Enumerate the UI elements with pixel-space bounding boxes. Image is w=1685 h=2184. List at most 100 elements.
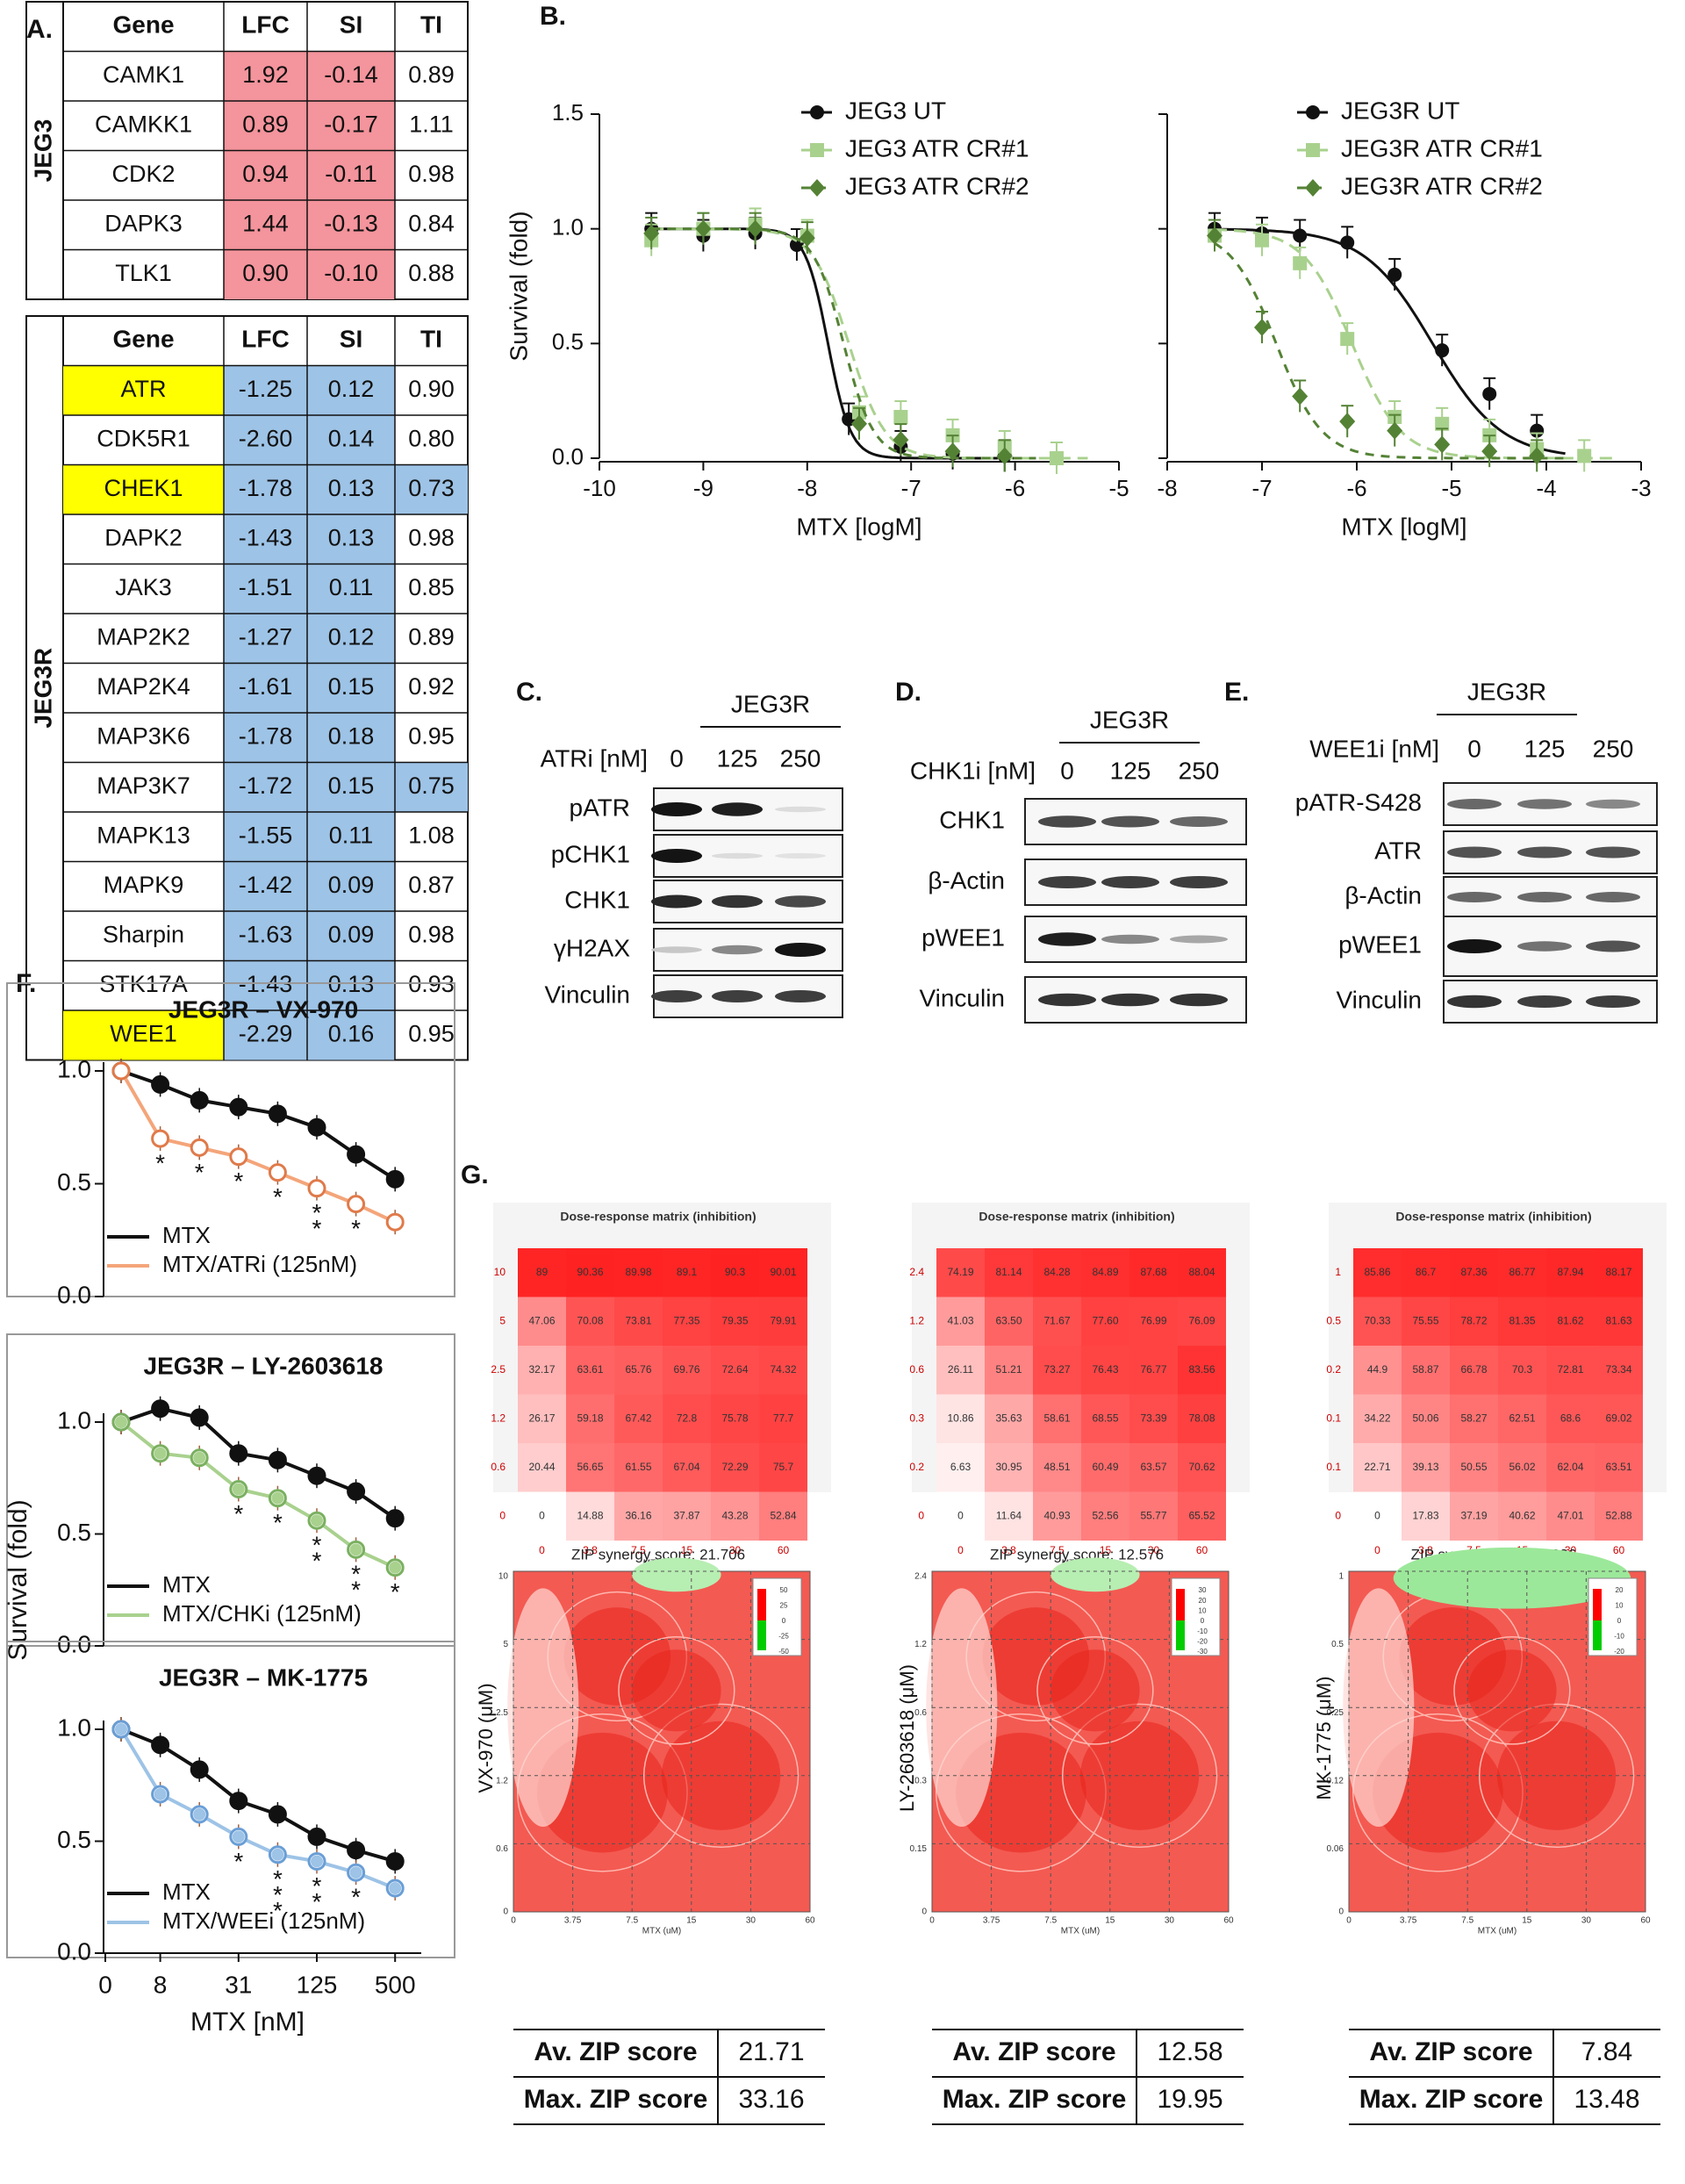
significance-star: * — [273, 1881, 283, 1908]
value-fill — [224, 861, 395, 911]
data-point-fill — [154, 1787, 167, 1800]
data-point — [307, 1179, 326, 1198]
matrix-cell — [566, 1443, 614, 1492]
table-value: 0.09 — [328, 921, 375, 947]
legend-label: MTX — [162, 1879, 211, 1905]
legend-red — [1593, 1589, 1602, 1620]
matrix-value: 65.76 — [625, 1363, 651, 1376]
matrix-cell — [1595, 1248, 1643, 1297]
matrix-cell — [759, 1394, 807, 1443]
data-point — [1049, 451, 1064, 465]
matrix-cell — [1498, 1297, 1546, 1346]
matrix-cell — [1498, 1394, 1546, 1443]
matrix-cell — [1402, 1443, 1450, 1492]
legend-tick: 10 — [1199, 1606, 1207, 1614]
data-point-fill — [232, 1830, 245, 1843]
matrix-cell — [936, 1443, 985, 1492]
y-tick-label: 1.0 — [57, 1713, 91, 1741]
matrix-value: 37.19 — [1460, 1509, 1487, 1521]
matrix-cell — [1546, 1248, 1595, 1297]
y-tick-label: 0.5 — [57, 1519, 91, 1546]
synergy-antagonism-region — [1393, 1547, 1631, 1609]
matrix-value: 79.35 — [721, 1314, 748, 1326]
y-tick-label: 1.0 — [57, 1055, 91, 1082]
matrix-cell — [1450, 1248, 1498, 1297]
blot-dose-label: 0 — [1060, 757, 1074, 784]
matrix-col-label: 0 — [1374, 1544, 1380, 1556]
blot-row-label: pATR-S428 — [1295, 788, 1422, 815]
data-point — [229, 1792, 248, 1811]
matrix-value: 55.77 — [1140, 1509, 1166, 1521]
synergy-y-tick: 1 — [1338, 1572, 1344, 1582]
matrix-value: 81.62 — [1557, 1314, 1583, 1326]
series-line — [120, 1406, 397, 1520]
matrix-cell — [1033, 1346, 1081, 1395]
value-fill — [224, 200, 395, 250]
panel-label-B: B. — [540, 2, 566, 31]
matrix-value: 88.17 — [1605, 1266, 1631, 1278]
legend-tick: 20 — [1199, 1597, 1207, 1605]
legend-red — [757, 1589, 766, 1620]
gene-name: MAP2K2 — [97, 623, 190, 650]
table-header-si: SI — [340, 11, 362, 39]
data-point — [229, 1444, 248, 1463]
data-point — [1387, 421, 1403, 440]
blot-band — [775, 852, 826, 859]
matrix-value: 35.63 — [995, 1412, 1022, 1424]
legend-tick: 50 — [780, 1586, 788, 1594]
matrix-col-label: 0 — [539, 1544, 545, 1556]
data-point — [229, 1147, 248, 1167]
table-header-gene: Gene — [112, 326, 174, 353]
matrix-col-label: 7.5 — [631, 1544, 646, 1556]
matrix-cell — [936, 1491, 985, 1541]
legend-tick: -30 — [1197, 1648, 1208, 1656]
synergy-x-tick: 15 — [686, 1916, 697, 1926]
data-point-fill — [389, 1882, 402, 1895]
blot-band — [775, 895, 826, 908]
matrix-cell — [518, 1394, 566, 1443]
blot-dose-label: 250 — [780, 744, 821, 772]
legend-tick: -10 — [1197, 1627, 1208, 1635]
matrix-value: 37.87 — [673, 1509, 699, 1521]
table-header-ti: TI — [420, 326, 442, 353]
matrix-cell — [1595, 1297, 1643, 1346]
table-value: 0.09 — [328, 872, 375, 898]
table-value: -0.14 — [324, 61, 378, 88]
gene-name: MAP3K7 — [97, 772, 190, 799]
blot-band — [1586, 995, 1640, 1008]
table-value: 0.90 — [408, 376, 455, 402]
data-point — [347, 1482, 366, 1501]
data-point-fill — [115, 1723, 127, 1735]
data-point — [1435, 416, 1450, 431]
matrix-cell — [663, 1248, 711, 1297]
blot-dose-label: 125 — [1110, 757, 1151, 784]
table-value: -1.61 — [239, 673, 293, 700]
legend-green — [1593, 1620, 1602, 1650]
summary-max-value: 33.16 — [738, 2085, 804, 2114]
table-value: 0.84 — [408, 210, 455, 236]
blot-cell-line: JEG3R — [1467, 678, 1546, 705]
blot-band — [1170, 876, 1228, 888]
matrix-row-label: 0.2 — [909, 1461, 924, 1473]
table-value: -1.27 — [239, 623, 293, 650]
blot-band — [1447, 939, 1502, 953]
table-value: -1.55 — [239, 822, 293, 848]
legend-tick: -20 — [1614, 1648, 1624, 1656]
table-value: 0.15 — [328, 772, 375, 799]
table-value: 0.98 — [408, 524, 455, 550]
synergy-contour-line — [618, 1635, 735, 1745]
summary-avg-label: Av. ZIP score — [1369, 2037, 1532, 2066]
matrix-value: 63.50 — [995, 1314, 1022, 1326]
matrix-row-label: 0.1 — [1326, 1412, 1341, 1424]
data-point-fill — [115, 1416, 127, 1428]
matrix-cell — [1402, 1248, 1450, 1297]
matrix-cell — [1033, 1394, 1081, 1443]
table-value: 0.14 — [328, 425, 375, 451]
table-value: 0.80 — [408, 425, 455, 451]
legend-tick: 0 — [1617, 1617, 1622, 1625]
table-value: 0.98 — [408, 161, 455, 187]
synergy-contour — [632, 1649, 721, 1732]
matrix-cell — [1033, 1443, 1081, 1492]
blot-band — [712, 894, 763, 909]
blot-row-label: γH2AX — [554, 934, 630, 961]
